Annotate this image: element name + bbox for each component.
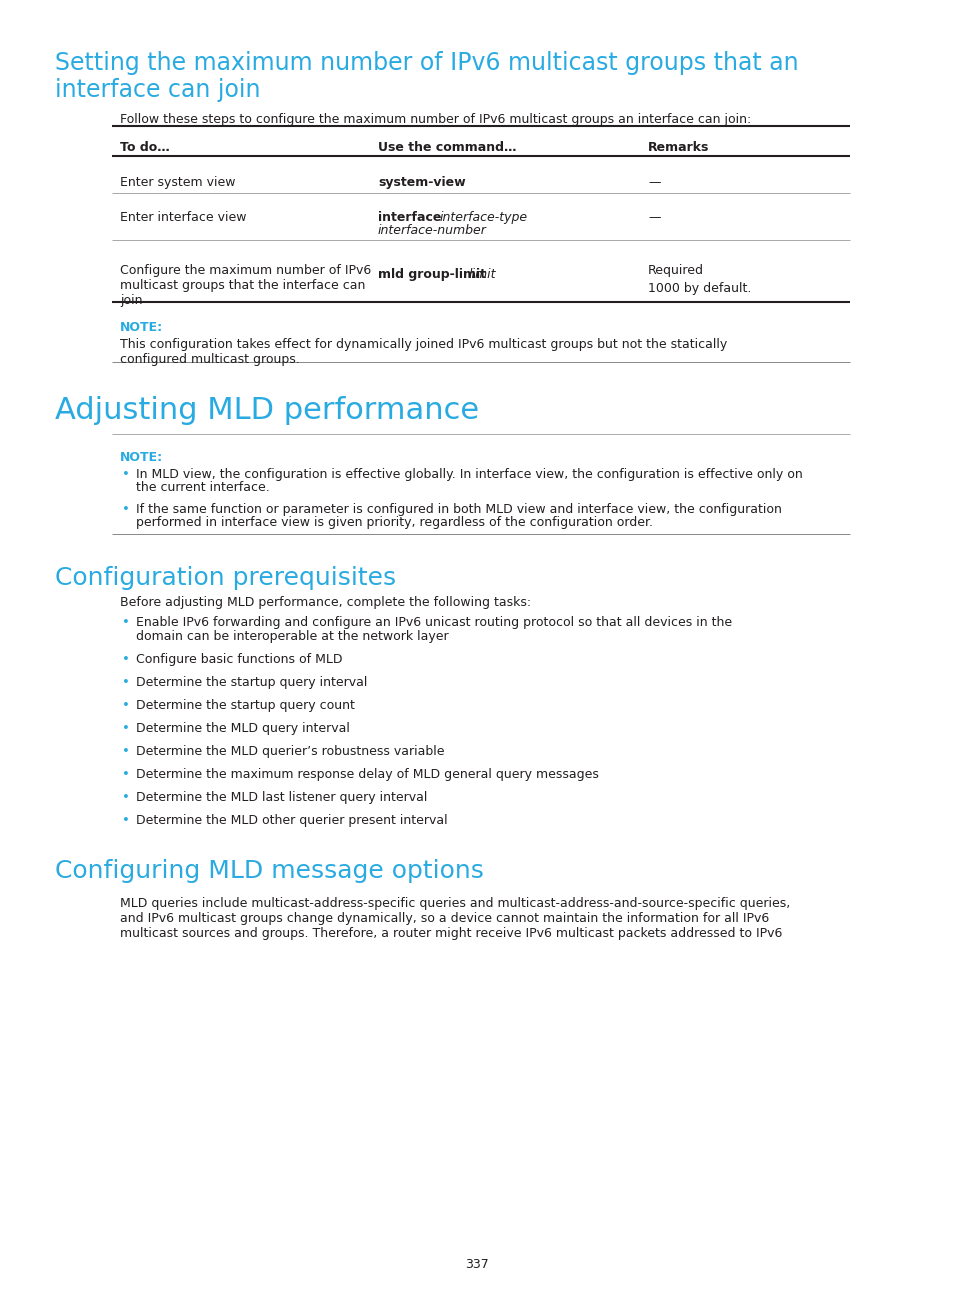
Text: Configure the maximum number of IPv6: Configure the maximum number of IPv6 — [120, 264, 371, 277]
Text: •: • — [122, 791, 130, 804]
Text: Determine the MLD querier’s robustness variable: Determine the MLD querier’s robustness v… — [136, 745, 444, 758]
Text: Determine the MLD other querier present interval: Determine the MLD other querier present … — [136, 814, 447, 827]
Text: •: • — [122, 769, 130, 781]
Text: limit: limit — [469, 268, 496, 281]
Text: system-view: system-view — [377, 176, 465, 189]
Text: performed in interface view is given priority, regardless of the configuration o: performed in interface view is given pri… — [136, 516, 652, 529]
Text: Before adjusting MLD performance, complete the following tasks:: Before adjusting MLD performance, comple… — [120, 596, 531, 609]
Text: —: — — [647, 176, 659, 189]
Text: Determine the startup query interval: Determine the startup query interval — [136, 677, 367, 689]
Text: Use the command…: Use the command… — [377, 141, 516, 154]
Text: NOTE:: NOTE: — [120, 451, 163, 464]
Text: Determine the MLD query interval: Determine the MLD query interval — [136, 722, 350, 735]
Text: This configuration takes effect for dynamically joined IPv6 multicast groups but: This configuration takes effect for dyna… — [120, 338, 726, 351]
Text: Adjusting MLD performance: Adjusting MLD performance — [55, 397, 478, 425]
Text: and IPv6 multicast groups change dynamically, so a device cannot maintain the in: and IPv6 multicast groups change dynamic… — [120, 912, 768, 925]
Text: 337: 337 — [465, 1258, 488, 1271]
Text: Enable IPv6 forwarding and configure an IPv6 unicast routing protocol so that al: Enable IPv6 forwarding and configure an … — [136, 616, 731, 629]
Text: domain can be interoperable at the network layer: domain can be interoperable at the netwo… — [136, 630, 448, 643]
Text: Enter system view: Enter system view — [120, 176, 235, 189]
Text: •: • — [122, 699, 130, 712]
Text: If the same function or parameter is configured in both MLD view and interface v: If the same function or parameter is con… — [136, 503, 781, 516]
Text: •: • — [122, 503, 130, 516]
Text: multicast sources and groups. Therefore, a router might receive IPv6 multicast p: multicast sources and groups. Therefore,… — [120, 927, 781, 940]
Text: interface can join: interface can join — [55, 78, 260, 102]
Text: •: • — [122, 745, 130, 758]
Text: Setting the maximum number of IPv6 multicast groups that an: Setting the maximum number of IPv6 multi… — [55, 51, 798, 75]
Text: mld group-limit: mld group-limit — [377, 268, 490, 281]
Text: •: • — [122, 468, 130, 481]
Text: Configuration prerequisites: Configuration prerequisites — [55, 566, 395, 590]
Text: •: • — [122, 616, 130, 629]
Text: •: • — [122, 814, 130, 827]
Text: •: • — [122, 722, 130, 735]
Text: Configuring MLD message options: Configuring MLD message options — [55, 859, 483, 883]
Text: multicast groups that the interface can: multicast groups that the interface can — [120, 279, 365, 292]
Text: Determine the maximum response delay of MLD general query messages: Determine the maximum response delay of … — [136, 769, 598, 781]
Text: interface-number: interface-number — [377, 224, 486, 237]
Text: the current interface.: the current interface. — [136, 481, 270, 494]
Text: join: join — [120, 294, 142, 307]
Text: NOTE:: NOTE: — [120, 321, 163, 334]
Text: interface: interface — [377, 211, 445, 224]
Text: Determine the MLD last listener query interval: Determine the MLD last listener query in… — [136, 791, 427, 804]
Text: Follow these steps to configure the maximum number of IPv6 multicast groups an i: Follow these steps to configure the maxi… — [120, 113, 750, 126]
Text: 1000 by default.: 1000 by default. — [647, 283, 751, 295]
Text: —: — — [647, 211, 659, 224]
Text: interface-type: interface-type — [439, 211, 528, 224]
Text: configured multicast groups.: configured multicast groups. — [120, 353, 299, 365]
Text: To do…: To do… — [120, 141, 170, 154]
Text: Remarks: Remarks — [647, 141, 709, 154]
Text: •: • — [122, 677, 130, 689]
Text: Determine the startup query count: Determine the startup query count — [136, 699, 355, 712]
Text: •: • — [122, 653, 130, 666]
Text: Required: Required — [647, 264, 703, 277]
Text: Enter interface view: Enter interface view — [120, 211, 246, 224]
Text: MLD queries include multicast-address-specific queries and multicast-address-and: MLD queries include multicast-address-sp… — [120, 897, 789, 910]
Text: Configure basic functions of MLD: Configure basic functions of MLD — [136, 653, 342, 666]
Text: In MLD view, the configuration is effective globally. In interface view, the con: In MLD view, the configuration is effect… — [136, 468, 801, 481]
